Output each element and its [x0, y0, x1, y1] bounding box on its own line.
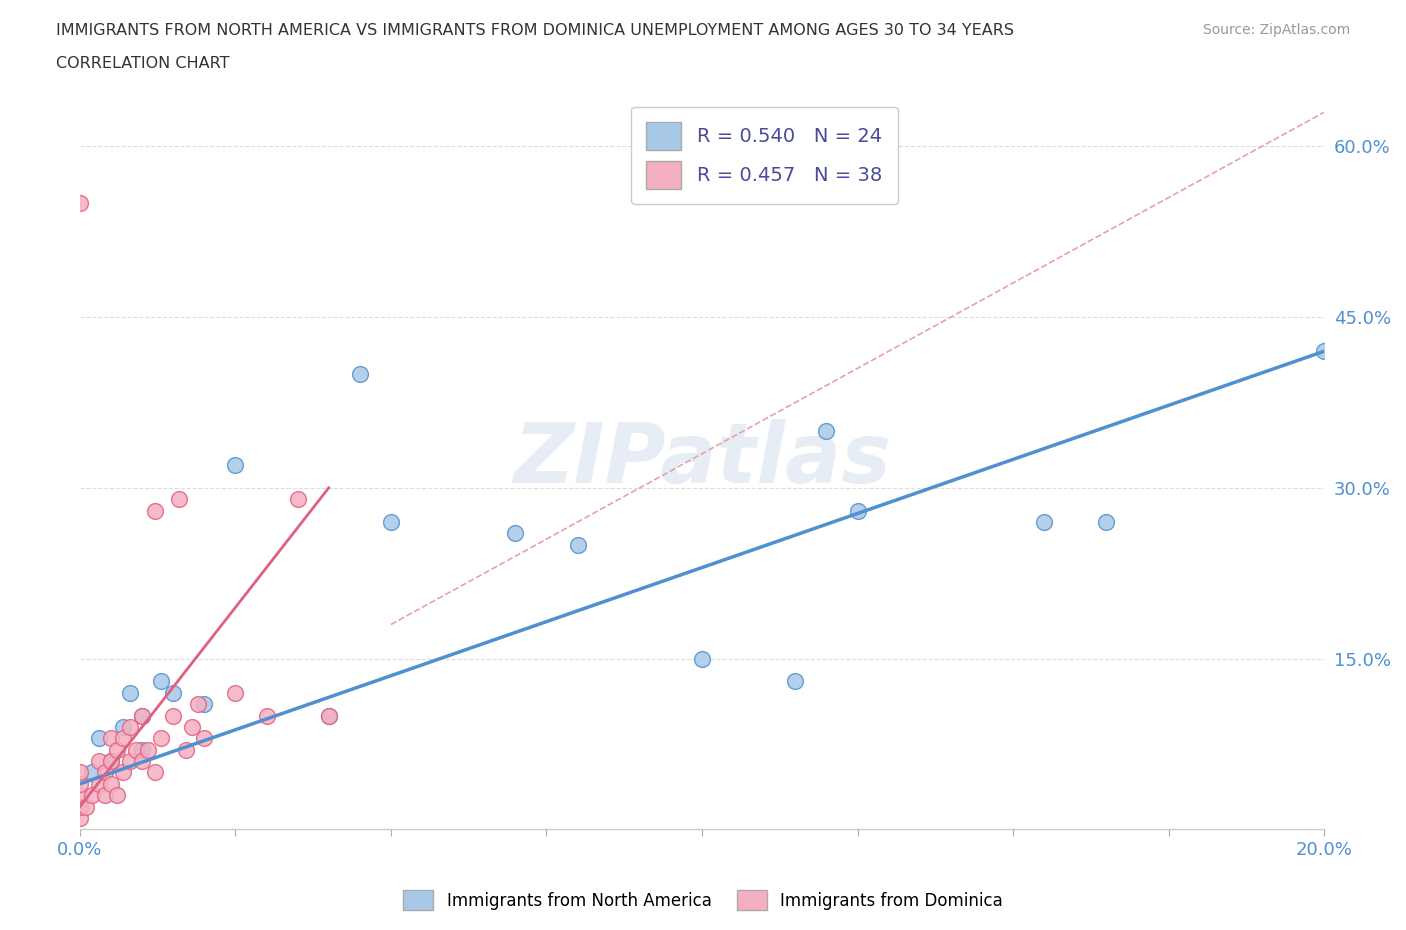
Point	[1033, 514, 1056, 529]
Point	[112, 731, 135, 746]
Point	[162, 685, 184, 700]
Point	[69, 765, 91, 780]
Legend: R = 0.540   N = 24, R = 0.457   N = 38: R = 0.540 N = 24, R = 0.457 N = 38	[631, 107, 897, 205]
Text: CORRELATION CHART: CORRELATION CHART	[56, 56, 229, 71]
Point	[505, 526, 527, 541]
Point	[174, 742, 197, 757]
Point	[125, 742, 148, 757]
Point	[256, 708, 278, 723]
Text: Source: ZipAtlas.com: Source: ZipAtlas.com	[1202, 23, 1350, 37]
Point	[100, 777, 122, 791]
Point	[143, 765, 166, 780]
Point	[112, 720, 135, 735]
Point	[690, 651, 713, 666]
Point	[169, 492, 191, 507]
Point	[180, 720, 202, 735]
Point	[1095, 514, 1118, 529]
Point	[224, 458, 246, 472]
Point	[131, 708, 153, 723]
Point	[131, 742, 153, 757]
Point	[69, 196, 91, 211]
Point	[815, 423, 838, 438]
Point	[69, 777, 91, 791]
Point	[112, 765, 135, 780]
Point	[82, 788, 104, 803]
Point	[149, 731, 172, 746]
Text: ZIPatlas: ZIPatlas	[513, 418, 891, 500]
Point	[349, 366, 371, 381]
Point	[118, 753, 141, 768]
Point	[69, 811, 91, 826]
Point	[193, 697, 215, 711]
Point	[187, 697, 209, 711]
Point	[100, 753, 122, 768]
Point	[193, 731, 215, 746]
Point	[224, 685, 246, 700]
Point	[149, 674, 172, 689]
Point	[94, 788, 117, 803]
Point	[100, 731, 122, 746]
Point	[380, 514, 402, 529]
Point	[105, 788, 128, 803]
Text: IMMIGRANTS FROM NORTH AMERICA VS IMMIGRANTS FROM DOMINICA UNEMPLOYMENT AMONG AGE: IMMIGRANTS FROM NORTH AMERICA VS IMMIGRA…	[56, 23, 1014, 38]
Point	[131, 753, 153, 768]
Point	[69, 788, 91, 803]
Point	[87, 731, 110, 746]
Point	[100, 753, 122, 768]
Point	[118, 685, 141, 700]
Point	[567, 538, 589, 552]
Point	[131, 708, 153, 723]
Point	[162, 708, 184, 723]
Point	[69, 799, 91, 814]
Point	[94, 765, 117, 780]
Point	[143, 503, 166, 518]
Point	[118, 720, 141, 735]
Point	[136, 742, 159, 757]
Point	[75, 799, 97, 814]
Point	[785, 674, 807, 689]
Legend: Immigrants from North America, Immigrants from Dominica: Immigrants from North America, Immigrant…	[396, 884, 1010, 917]
Point	[87, 777, 110, 791]
Point	[318, 708, 340, 723]
Point	[846, 503, 869, 518]
Point	[87, 753, 110, 768]
Point	[318, 708, 340, 723]
Point	[105, 742, 128, 757]
Point	[287, 492, 309, 507]
Point	[1313, 344, 1336, 359]
Point	[82, 765, 104, 780]
Point	[69, 799, 91, 814]
